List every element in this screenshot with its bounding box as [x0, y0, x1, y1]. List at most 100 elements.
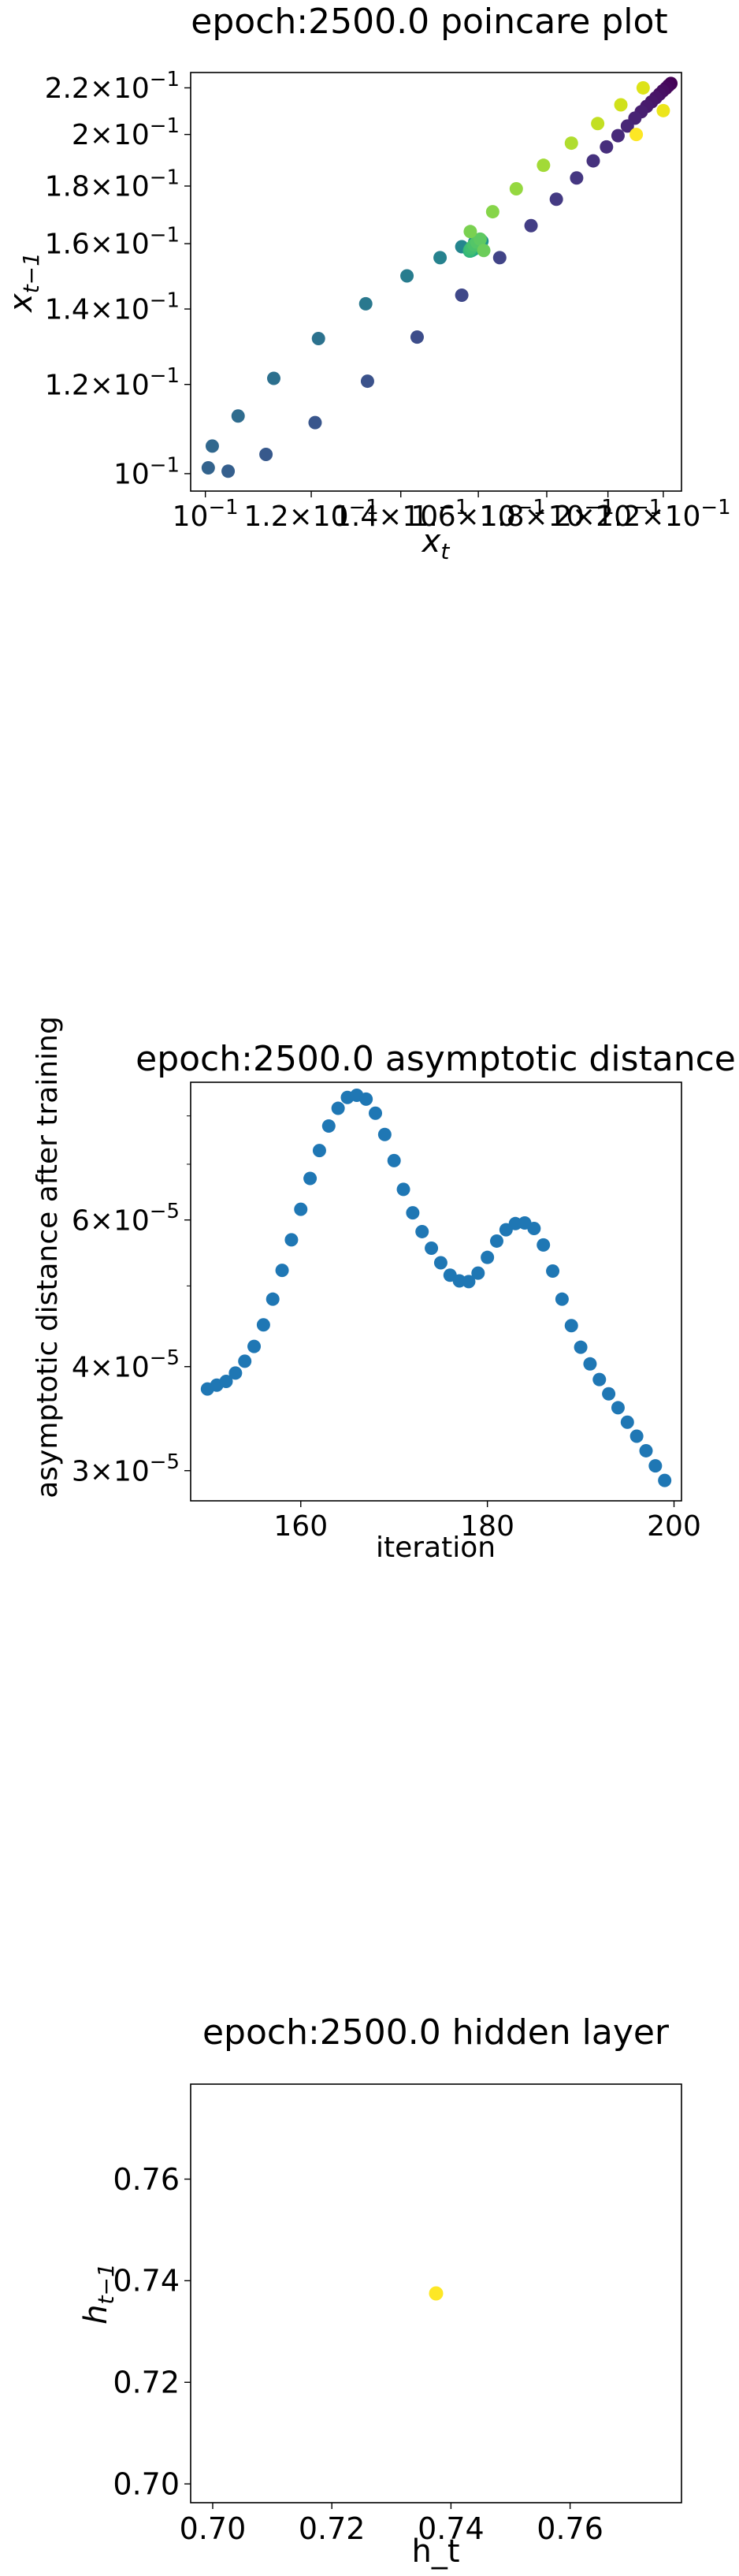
- poincare-x-tick-label: 1.4×10−1: [333, 496, 468, 533]
- asymptotic-point: [219, 1374, 233, 1388]
- poincare-y-ticks: 10−1 1.2×10−1 1.4×10−1 1.6×10−1 1.8×10−1 2×10…: [45, 68, 191, 490]
- asymptotic-x-tick-label: 180: [460, 1510, 514, 1543]
- asymptotic-point: [303, 1171, 318, 1186]
- asymptotic-point: [275, 1264, 289, 1278]
- asymptotic-point: [471, 1266, 485, 1280]
- hidden-x-ticks: 0.70 0.72 0.74 0.76: [180, 2503, 603, 2546]
- poincare-x-tick-label: 1.6×10−1: [410, 496, 545, 533]
- asymptotic-point: [611, 1401, 625, 1415]
- svg-text:xt: xt: [421, 523, 451, 564]
- hidden-ylabel-base: h: [78, 2304, 114, 2324]
- svg-text:ht−1: ht−1: [78, 2263, 119, 2325]
- asymptotic-point: [256, 1318, 270, 1332]
- poincare-points: [201, 76, 678, 478]
- asymptotic-point: [462, 1275, 476, 1289]
- poincare-x-tick-label: 2×10−1: [554, 496, 662, 533]
- poincare-point: [591, 117, 605, 131]
- asymptotic-x-tick-label: 160: [273, 1510, 328, 1543]
- poincare-point: [537, 158, 551, 173]
- asymptotic-point: [387, 1153, 401, 1167]
- poincare-point: [205, 439, 219, 453]
- asymptotic-point: [284, 1233, 299, 1247]
- hidden-point: [429, 2286, 444, 2301]
- asymptotic-point: [537, 1238, 551, 1252]
- asymptotic-point: [658, 1473, 672, 1487]
- poincare-point: [611, 128, 625, 143]
- poincare-y-tick-label: 2×10−1: [72, 114, 180, 151]
- poincare-ylabel-base: x: [3, 293, 39, 314]
- poincare-point: [473, 232, 487, 246]
- poincare-xlabel-base: x: [421, 523, 441, 560]
- poincare-point: [266, 371, 280, 385]
- asymptotic-point: [481, 1250, 495, 1264]
- hidden-y-tick-label: 0.70: [113, 2466, 180, 2501]
- poincare-point: [620, 119, 634, 133]
- poincare-point: [410, 330, 424, 344]
- hidden-y-ticks: 0.70 0.72 0.74 0.76: [113, 2162, 191, 2501]
- asymptotic-point: [359, 1092, 373, 1106]
- poincare-point: [656, 103, 670, 117]
- asymptotic-point: [639, 1443, 653, 1457]
- hidden-ylabel-sub: t−1: [93, 2263, 119, 2304]
- hidden-layer-chart: epoch:2500.0 hidden layer 0.70 0.72 0.74 0.…: [78, 2012, 682, 2570]
- asymptotic-point: [369, 1106, 383, 1120]
- asymptotic-point: [527, 1222, 541, 1236]
- poincare-point: [570, 171, 584, 185]
- asymptotic-point: [555, 1292, 569, 1306]
- poincare-point: [614, 98, 628, 112]
- hidden-points: [429, 2286, 444, 2301]
- asymptotic-point: [396, 1182, 410, 1197]
- poincare-y-tick-label: 1.8×10−1: [45, 166, 180, 203]
- asymptotic-distance-chart: epoch:2500.0 asymptotic distance 160 180 2…: [32, 1016, 736, 1564]
- asymptotic-title: epoch:2500.0 asymptotic distance: [136, 1039, 736, 1079]
- poincare-title: epoch:2500.0 poincare plot: [191, 2, 667, 42]
- poincare-ylabel-sub: t−1: [18, 252, 44, 293]
- asymptotic-point: [629, 1429, 644, 1443]
- poincare-y-tick-label: 1.4×10−1: [45, 288, 180, 326]
- asymptotic-point: [321, 1119, 336, 1133]
- poincare-point: [311, 331, 325, 345]
- poincare-point: [586, 154, 600, 168]
- poincare-y-tick-label: 10−1: [113, 453, 180, 490]
- asymptotic-point: [433, 1256, 447, 1270]
- poincare-point: [455, 288, 469, 303]
- asymptotic-point: [425, 1241, 439, 1255]
- asymptotic-point: [592, 1372, 607, 1387]
- poincare-point: [308, 415, 322, 430]
- poincare-point: [524, 218, 538, 233]
- asymptotic-point: [415, 1224, 429, 1238]
- asymptotic-y-tick-label: 3×10−5: [72, 1450, 180, 1487]
- asymptotic-point: [583, 1357, 597, 1371]
- poincare-x-ticks: 10−1 1.2×10−11.4×10−11.6×10−11.8×10−12×10…: [173, 491, 731, 533]
- asymptotic-point: [294, 1202, 308, 1216]
- poincare-xlabel-sub: t: [440, 538, 450, 564]
- poincare-y-tick-label: 2.2×10−1: [45, 68, 180, 105]
- poincare-y-axis-label: xt−1: [3, 252, 44, 314]
- hidden-x-tick-label: 0.74: [418, 2511, 485, 2546]
- asymptotic-point: [377, 1127, 392, 1141]
- asymptotic-point: [406, 1206, 420, 1220]
- poincare-plot-frame: [190, 72, 682, 492]
- poincare-point: [231, 409, 245, 423]
- asymptotic-y-tick-label: 4×10−5: [72, 1346, 180, 1383]
- asymptotic-point: [489, 1234, 503, 1248]
- asymptotic-point: [648, 1459, 663, 1473]
- hidden-plot-frame: [190, 2083, 682, 2503]
- svg-text:xt−1: xt−1: [3, 252, 44, 314]
- asymptotic-x-tick-label: 200: [647, 1510, 701, 1543]
- asymptotic-x-ticks: 160 180 200: [273, 1501, 701, 1543]
- hidden-x-tick-label: 0.76: [537, 2511, 603, 2546]
- poincare-point: [221, 464, 236, 478]
- asymptotic-point: [238, 1354, 252, 1368]
- poincare-x-axis-label: xt: [421, 523, 451, 564]
- poincare-x-tick-label: 1.2×10−1: [243, 496, 378, 533]
- poincare-point: [259, 448, 273, 462]
- asymptotic-point: [312, 1144, 326, 1158]
- poincare-x-tick-label: 1.8×10−1: [479, 496, 614, 533]
- asymptotic-y-ticks: 3×10−5 4×10−5 6×10−5: [72, 1115, 191, 1487]
- asymptotic-points: [200, 1088, 672, 1487]
- hidden-title: epoch:2500.0 hidden layer: [202, 2012, 670, 2053]
- hidden-x-axis-label: h_t: [411, 2533, 459, 2570]
- hidden-y-tick-label: 0.72: [113, 2366, 180, 2400]
